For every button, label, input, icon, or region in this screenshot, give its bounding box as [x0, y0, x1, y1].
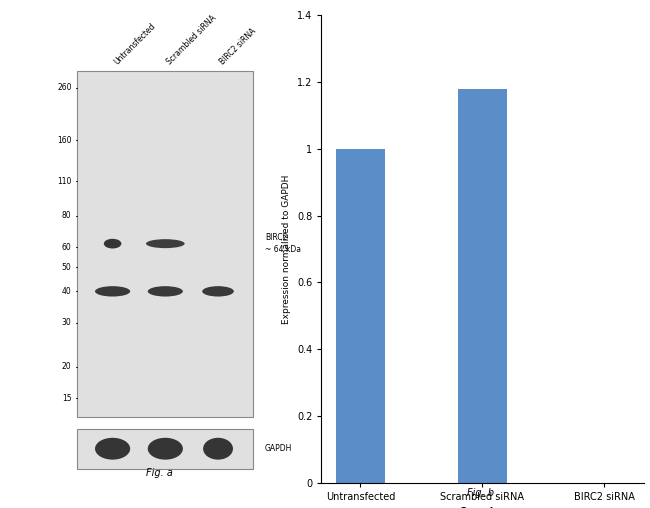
Ellipse shape: [146, 239, 185, 248]
Text: 80: 80: [62, 211, 72, 220]
Text: 60: 60: [62, 243, 72, 252]
Ellipse shape: [104, 239, 122, 248]
Ellipse shape: [148, 438, 183, 460]
Ellipse shape: [95, 438, 130, 460]
X-axis label: Samples: Samples: [459, 507, 506, 508]
Text: 30: 30: [62, 318, 72, 327]
Bar: [336, 149, 385, 483]
Text: 50: 50: [62, 263, 72, 272]
Text: 20: 20: [62, 362, 72, 371]
Ellipse shape: [95, 286, 130, 297]
Ellipse shape: [203, 438, 233, 460]
Bar: [458, 89, 507, 483]
Text: 260: 260: [57, 83, 72, 92]
Text: Untransfected: Untransfected: [112, 22, 157, 67]
Text: GAPDH: GAPDH: [265, 444, 292, 453]
Bar: [77, 429, 254, 468]
Text: 160: 160: [57, 136, 72, 145]
Text: Fig. b: Fig. b: [467, 488, 495, 498]
Text: 40: 40: [62, 287, 72, 296]
Text: Scrambled siRNA: Scrambled siRNA: [165, 14, 218, 67]
Text: BIRC2 siRNA: BIRC2 siRNA: [218, 27, 258, 67]
Text: Fig. a: Fig. a: [146, 468, 173, 478]
Text: BIRC2
~ 64 kDa: BIRC2 ~ 64 kDa: [265, 233, 301, 254]
Text: 110: 110: [57, 177, 72, 186]
Bar: [77, 71, 254, 417]
Ellipse shape: [148, 286, 183, 297]
Text: 15: 15: [62, 394, 72, 403]
Y-axis label: Expression normalized to GAPDH: Expression normalized to GAPDH: [282, 174, 291, 324]
Ellipse shape: [202, 286, 234, 297]
